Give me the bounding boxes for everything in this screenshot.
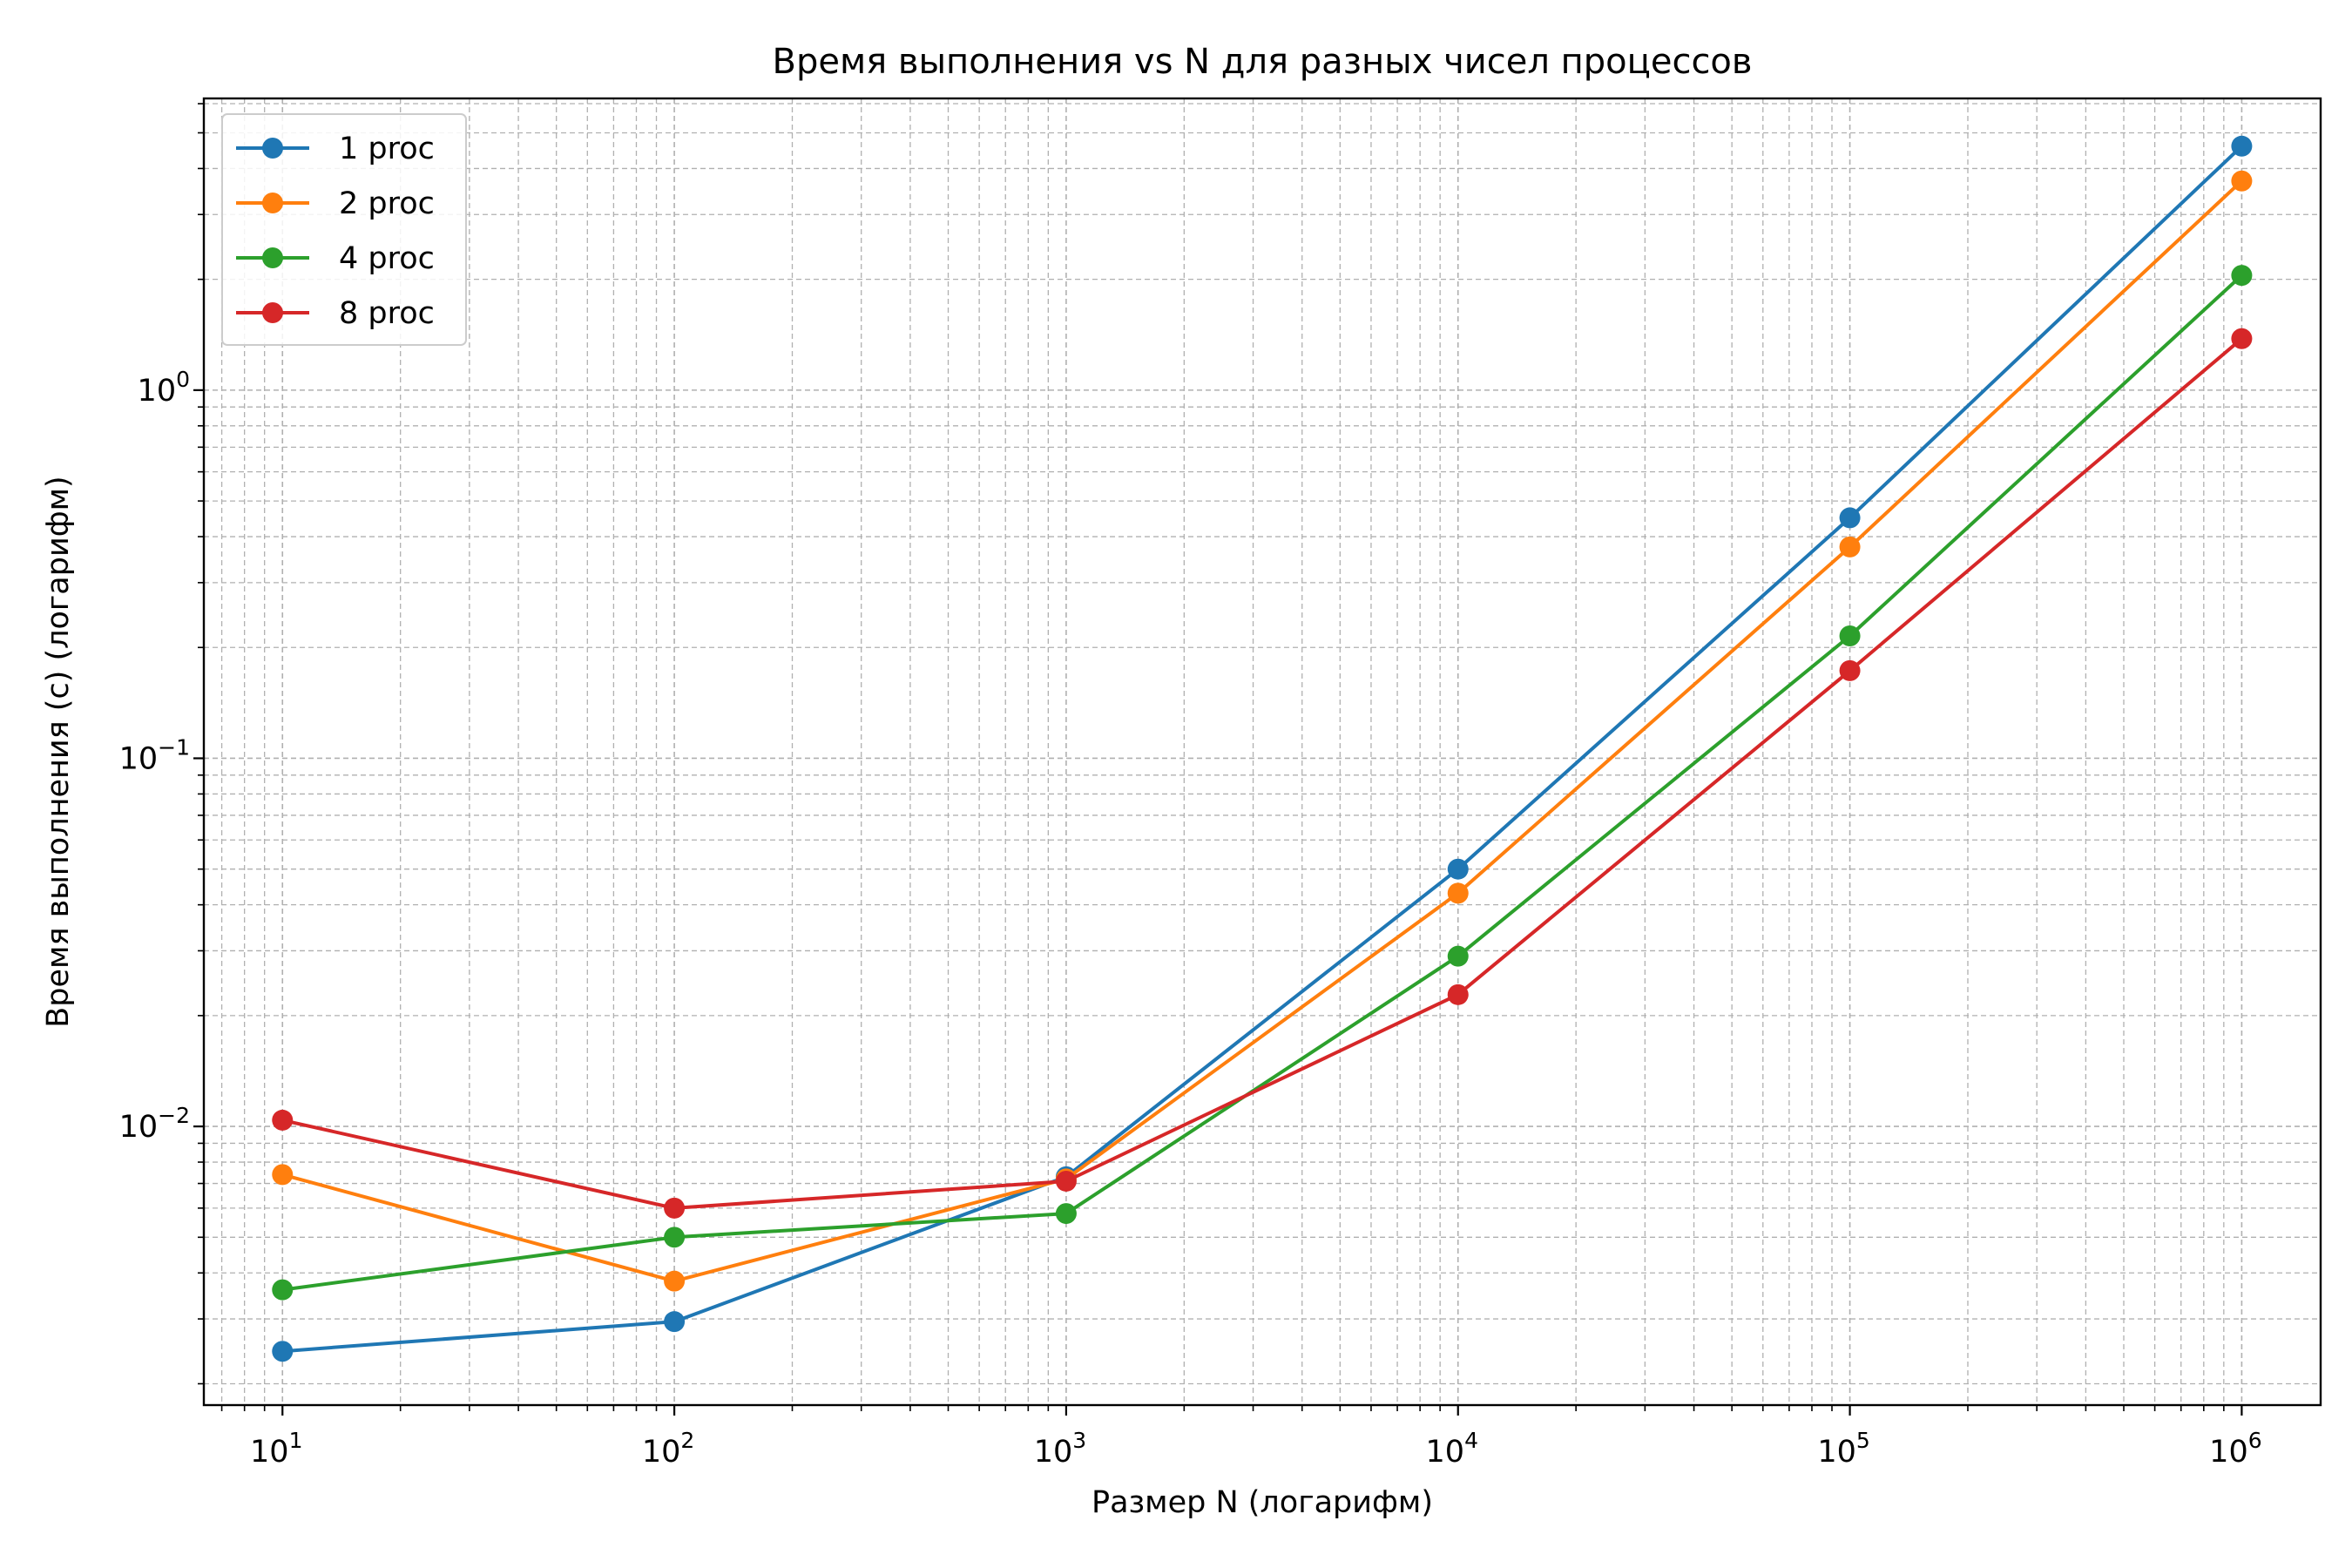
data-point <box>1839 507 1861 529</box>
x-tick-exponent: 5 <box>1856 1428 1870 1453</box>
data-point <box>1839 536 1861 558</box>
x-tick-exponent: 3 <box>1072 1428 1086 1453</box>
y-tick-base: 10 <box>138 374 177 409</box>
data-point <box>1055 1203 1077 1225</box>
series-lines <box>272 135 2253 1362</box>
data-point <box>664 1311 686 1333</box>
y-tick-base: 10 <box>119 1110 159 1145</box>
legend-label: 1 proc <box>339 132 435 166</box>
chart-title: Время выполнения vs N для разных чисел п… <box>773 42 1753 82</box>
y-axis-label: Время выполнения (с) (логарифм) <box>41 476 76 1027</box>
y-tick-exponent: −1 <box>158 734 190 760</box>
data-point <box>664 1227 686 1248</box>
y-tick-label: 100 <box>138 367 190 409</box>
series-line <box>282 274 2243 1292</box>
x-tick-label: 105 <box>1817 1428 1869 1470</box>
data-point <box>1839 659 1861 681</box>
x-axis-label: Размер N (логарифм) <box>1092 1485 1433 1520</box>
x-tick-base: 10 <box>250 1435 289 1470</box>
legend-swatch-marker <box>262 247 283 268</box>
data-point <box>1839 625 1861 646</box>
data-point <box>1447 858 1469 880</box>
data-point <box>2231 135 2253 157</box>
x-tick-base: 10 <box>1034 1435 1073 1470</box>
legend-label: 8 proc <box>339 296 435 331</box>
y-tick-label: 10−2 <box>119 1103 190 1145</box>
x-tick-base: 10 <box>642 1435 681 1470</box>
x-tick-exponent: 4 <box>1464 1428 1478 1453</box>
data-point <box>1447 882 1469 904</box>
legend-box <box>221 113 467 346</box>
x-tick-label: 101 <box>250 1428 302 1470</box>
plot-frame <box>202 97 2322 1407</box>
legend-label: 4 proc <box>339 241 435 276</box>
data-point <box>2231 170 2253 192</box>
data-point <box>1055 1170 1077 1192</box>
data-point <box>272 1164 294 1186</box>
series-line <box>282 145 2243 1354</box>
x-tick-base: 10 <box>1426 1435 1465 1470</box>
y-tick-exponent: 0 <box>176 367 190 392</box>
series-line <box>281 179 2243 1283</box>
series-3 <box>272 265 2253 1301</box>
x-tick-label: 102 <box>642 1428 694 1470</box>
legend-item: 2 proc <box>236 186 435 221</box>
data-point <box>2231 265 2253 287</box>
x-tick-base: 10 <box>2209 1435 2248 1470</box>
data-point <box>664 1197 686 1219</box>
data-point <box>1447 983 1469 1005</box>
data-point <box>664 1270 686 1292</box>
legend-item: 4 proc <box>236 241 435 276</box>
y-tick-exponent: −2 <box>158 1103 190 1128</box>
data-point <box>272 1109 294 1131</box>
series-4 <box>272 328 2253 1219</box>
x-tick-exponent: 2 <box>680 1428 694 1453</box>
y-tick-label: 10−1 <box>119 734 190 776</box>
legend: 1 proc 2 proc 4 proc 8 proc <box>221 113 467 346</box>
x-tick-label: 104 <box>1426 1428 1478 1470</box>
x-tick-label: 103 <box>1034 1428 1086 1470</box>
legend-item: 8 proc <box>236 296 435 331</box>
legend-swatch-marker <box>262 138 283 159</box>
legend-swatch-marker <box>262 193 283 213</box>
x-tick-base: 10 <box>1817 1435 1856 1470</box>
data-point <box>272 1279 294 1301</box>
legend-item: 1 proc <box>236 132 435 166</box>
data-point <box>272 1341 294 1362</box>
series-line <box>281 337 2243 1210</box>
x-tick-exponent: 6 <box>2248 1428 2262 1453</box>
data-point <box>1447 945 1469 967</box>
legend-swatch-marker <box>262 302 283 323</box>
x-tick-label: 106 <box>2209 1428 2261 1470</box>
x-tick-exponent: 1 <box>289 1428 303 1453</box>
y-tick-base: 10 <box>119 741 159 776</box>
legend-label: 2 proc <box>339 186 435 221</box>
data-point <box>2231 328 2253 349</box>
plot-area <box>204 98 2321 1405</box>
